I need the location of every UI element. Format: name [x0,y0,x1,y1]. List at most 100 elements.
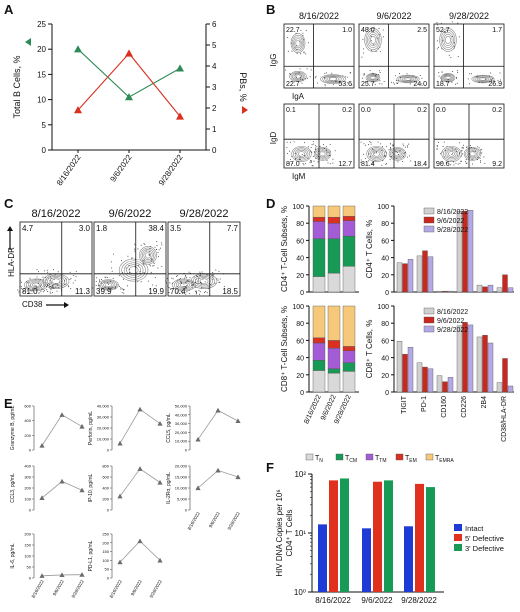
event-dot [108,287,110,289]
event-dot [306,68,308,70]
event-dot [295,73,297,75]
event-dot [375,151,377,153]
event-dot [459,152,461,154]
event-dot [382,36,384,38]
event-dot [363,72,365,74]
y-tick-label: 0 [107,448,110,453]
event-dot [149,264,151,266]
event-dot [394,75,396,77]
data-point [125,93,133,101]
y-tick-label: 0 [185,508,188,513]
contour-ring [98,279,119,291]
event-dot [312,141,314,143]
event-dot [480,160,482,162]
flow-plot-frame [93,221,167,297]
event-dot [344,76,346,78]
contour-ring [370,76,376,80]
event-dot [50,278,52,280]
event-dot [334,150,336,152]
legend-swatch [305,453,314,461]
event-dot [375,75,377,77]
marker-bar [462,322,468,393]
event-dot [436,146,438,148]
contour-ring [293,73,303,80]
cytokine-axis-label: Granzyme B, pg/mL [10,406,16,451]
event-dot [112,277,114,279]
data-point [74,45,82,53]
event-dot [19,286,21,288]
event-dot [110,261,112,263]
marker-bar [507,287,514,293]
event-dot [406,145,408,147]
event-dot [218,270,220,272]
event-dot [184,275,186,277]
event-dot [169,282,171,284]
event-dot [296,45,298,47]
event-dot [410,160,412,162]
event-dot [20,286,22,288]
y-tick-label: 50 [27,565,32,570]
data-point [215,467,221,473]
event-dot [65,278,67,280]
event-dot [415,77,417,79]
y-tick-label: 100 [24,497,31,502]
event-dot [376,37,378,39]
event-dot [150,271,152,273]
contour-ring [396,74,420,84]
event-dot [45,286,47,288]
event-dot [372,161,374,163]
event-dot [198,290,200,292]
event-dot [392,82,394,84]
legend-swatch [454,524,462,531]
event-dot [389,159,391,161]
event-dot [54,274,56,276]
contour-ring [443,74,453,82]
marker-bar [442,290,448,293]
y-tick-label: 40 [296,356,304,363]
event-dot [301,82,303,84]
event-dot [69,278,71,280]
event-dot [480,161,482,163]
event-dot [145,249,147,251]
quadrant-value-ll: 81.4 [361,161,375,168]
event-dot [166,278,168,280]
event-dot [68,286,70,288]
data-point [137,538,143,544]
marker-bar [456,325,463,393]
event-dot [179,292,181,294]
panel-e-cytokine-plots: 0 200 400 600 Granzyme B, pg/mL 0 10,000 20,000… [10,404,241,599]
event-dot [165,288,167,290]
quadrant-value-lr: 18.4 [413,161,427,168]
y-tick-label: 5 [212,41,217,50]
y-tick-label: 40,000 [175,412,188,417]
event-dot [488,75,490,77]
event-dot [198,283,200,285]
event-dot [35,285,37,287]
data-point [39,495,45,500]
marker-label: CD226 [461,396,468,418]
contour-ring [315,148,330,160]
series-line [119,468,161,497]
event-dot [168,291,170,293]
data-point [59,412,65,417]
event-dot [56,283,58,285]
event-dots [436,21,501,85]
marker-bar [436,375,443,393]
event-dot [42,279,44,281]
event-dot [128,264,130,266]
quadrant-value-ur: 0.2 [342,107,352,114]
event-dot [47,291,49,293]
event-dot [195,290,197,292]
event-dot [161,244,163,246]
y-tick-label: 4 [212,62,217,71]
legend-swatch [335,453,344,461]
event-dot [378,34,380,36]
plot-date-title: 9/28/2022 [180,208,229,220]
panel-letter-c: C [4,196,14,211]
event-dot [155,249,157,251]
y-tick-label: 10,000 [175,486,188,491]
legend-swatch [425,453,434,461]
stack-segment [342,266,356,293]
event-dot [472,150,474,152]
legend-swatch [395,453,404,461]
